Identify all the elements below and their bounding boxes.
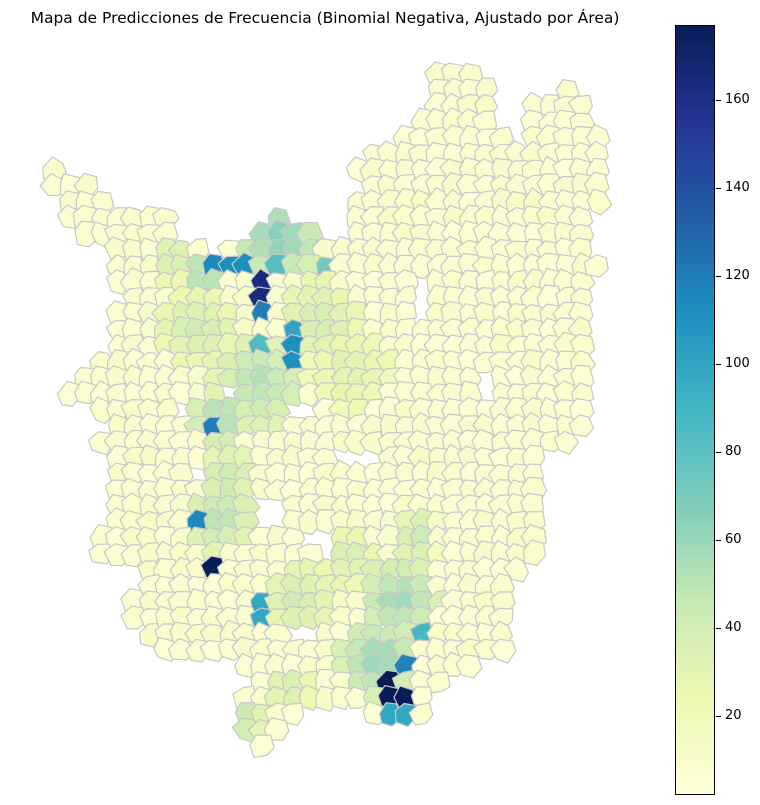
map-region — [522, 539, 547, 567]
map-region — [88, 543, 113, 565]
colorbar-tick-label: 20 — [725, 707, 742, 723]
choropleth-map — [39, 61, 613, 759]
colorbar-tick-mark — [716, 363, 721, 365]
colorbar-tick-mark — [716, 451, 721, 453]
map-region — [472, 638, 498, 661]
map-region — [586, 188, 613, 216]
map-region — [120, 605, 149, 630]
map-region — [167, 637, 195, 661]
colorbar-tick-mark — [716, 627, 721, 629]
colorbar-tick-label: 120 — [725, 267, 750, 283]
map-region — [279, 605, 306, 631]
map-region — [503, 556, 530, 583]
colorbar-tick-label: 140 — [725, 179, 750, 195]
map-region — [249, 734, 275, 759]
colorbar-tick-label: 80 — [725, 443, 742, 459]
colorbar-tick-label: 60 — [725, 531, 742, 547]
colorbar-tick-mark — [716, 539, 721, 541]
map-region — [299, 684, 321, 712]
map-region — [106, 269, 130, 295]
colorbar-tick-label: 40 — [725, 619, 742, 635]
colorbar-tick-label: 160 — [725, 91, 750, 107]
map-region — [330, 685, 353, 711]
colorbar-tick-mark — [716, 187, 721, 189]
colorbar-tick-mark — [716, 715, 721, 717]
colorbar-tick-mark — [716, 99, 721, 101]
map-region — [426, 671, 451, 694]
map-region — [89, 396, 116, 425]
map-region — [583, 254, 609, 278]
map-region — [455, 654, 483, 679]
colorbar-tick-mark — [716, 275, 721, 277]
map-region — [343, 429, 369, 456]
map-title: Mapa de Predicciones de Frecuencia (Bino… — [30, 9, 620, 27]
colorbar-tick-label: 100 — [725, 355, 750, 371]
map-region — [138, 622, 161, 648]
map-region — [280, 702, 305, 727]
map-region — [553, 430, 579, 455]
map-region — [344, 686, 371, 710]
map-region — [297, 381, 321, 408]
map-region — [568, 414, 595, 438]
map-region — [489, 638, 517, 664]
map-region — [408, 702, 434, 726]
colorbar — [675, 25, 715, 795]
map-region — [315, 509, 337, 535]
map-region — [539, 430, 563, 453]
map-regions — [39, 61, 613, 759]
